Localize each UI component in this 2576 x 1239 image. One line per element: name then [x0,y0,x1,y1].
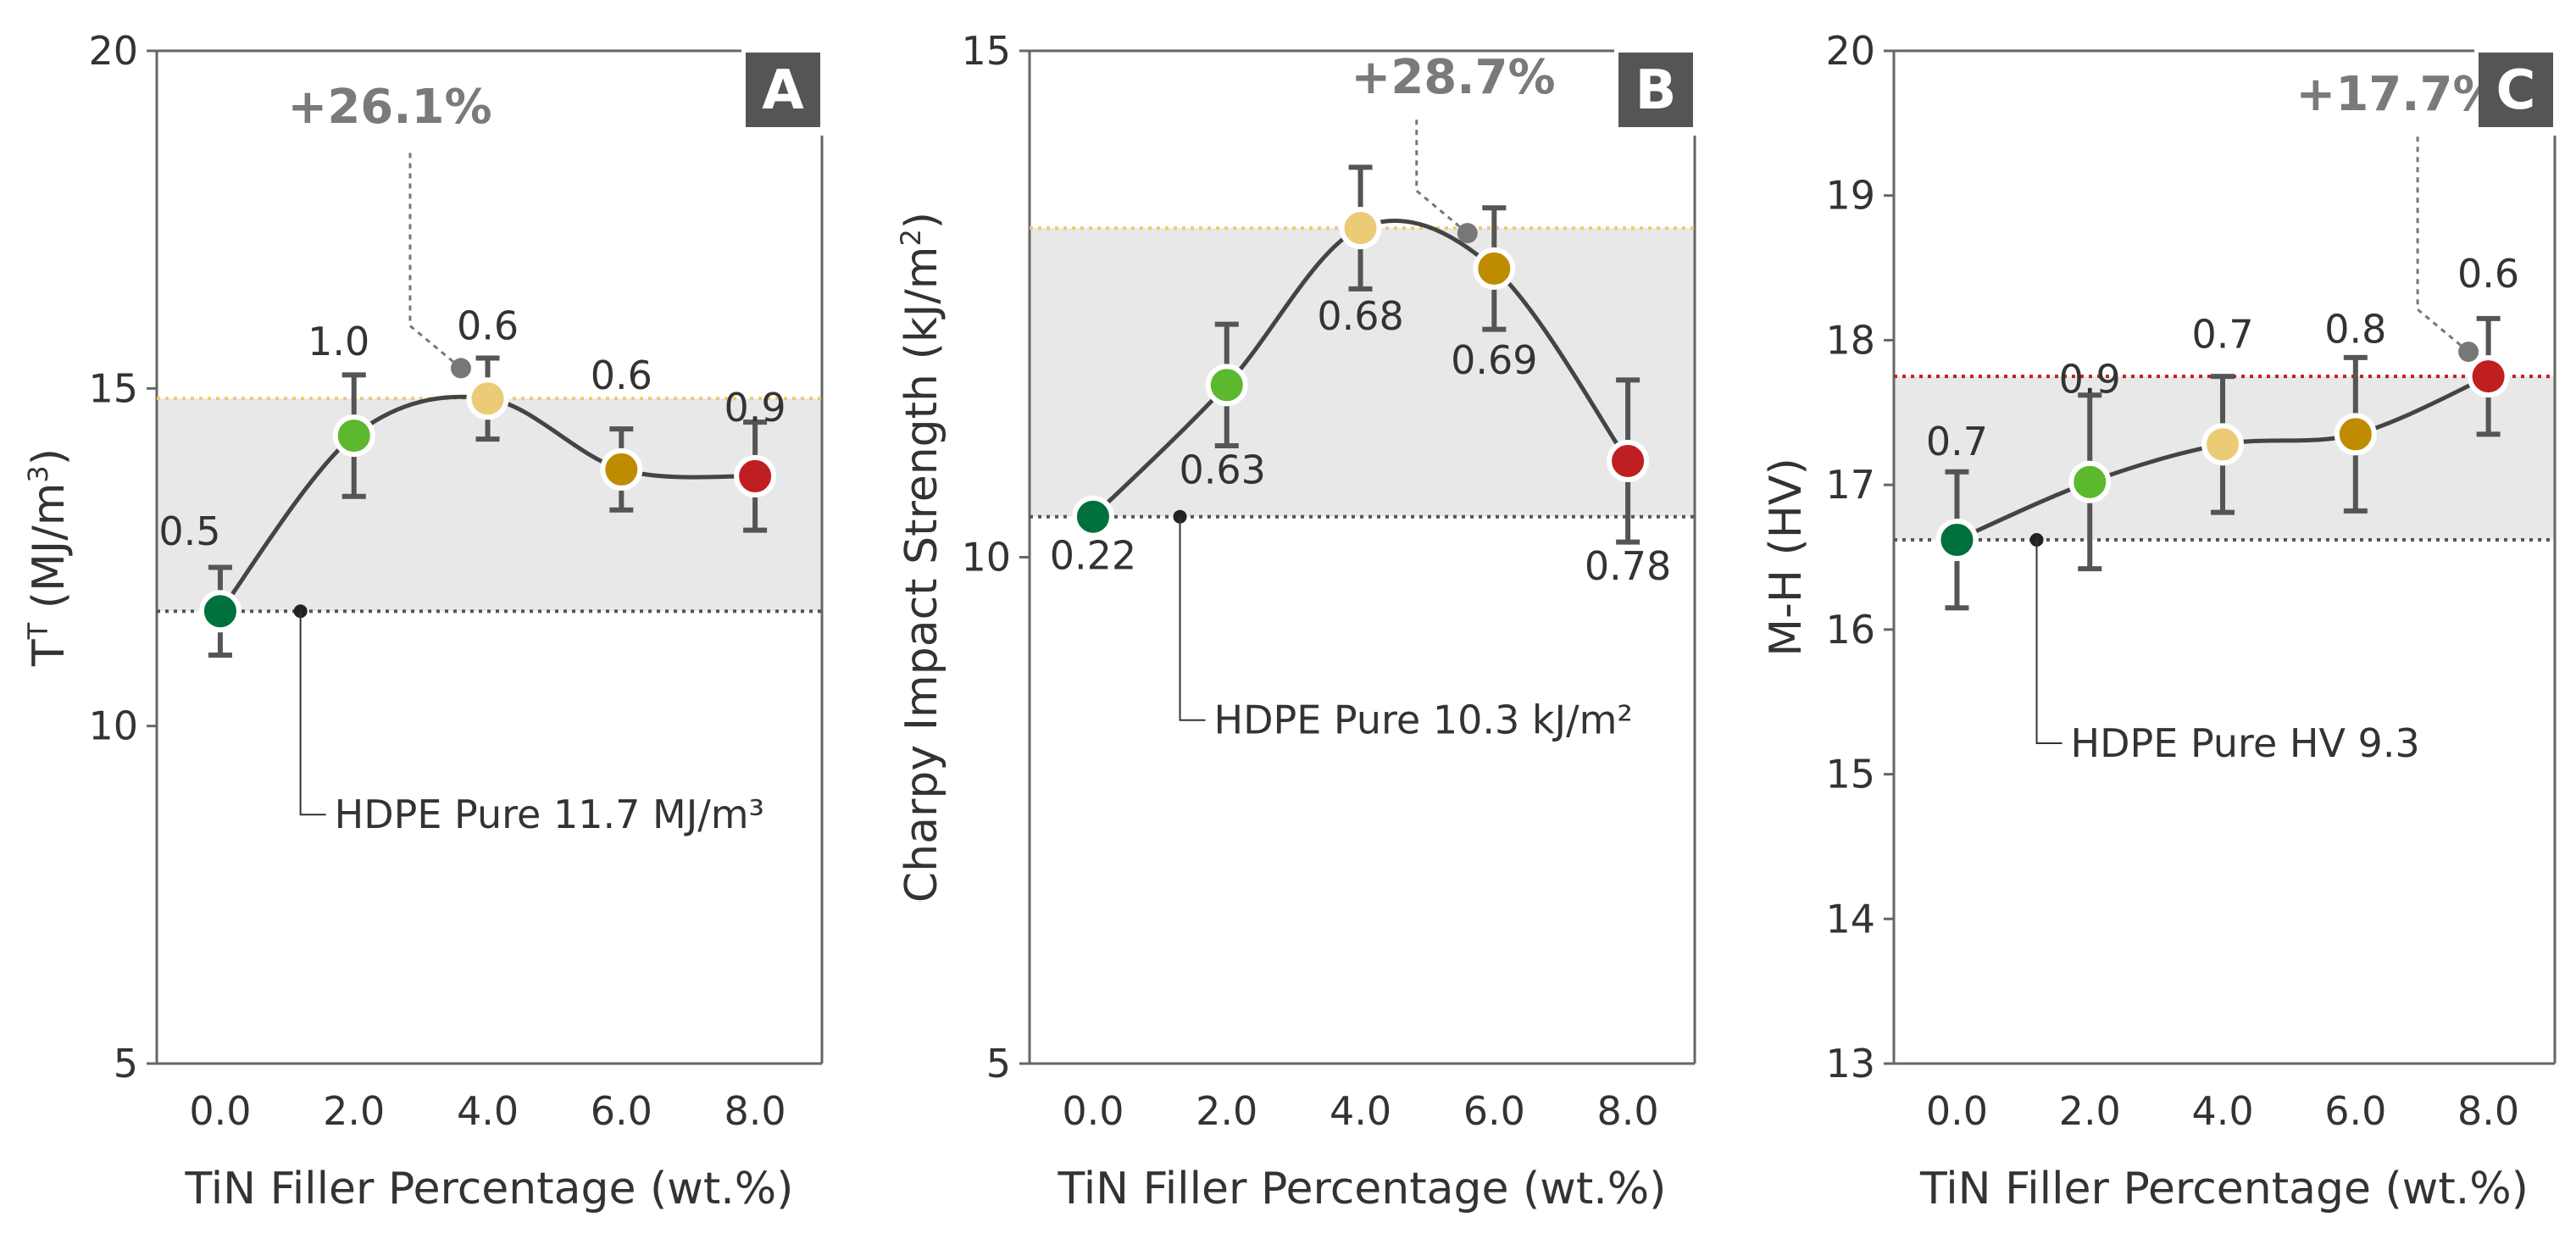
data-point [734,454,777,497]
data-point [1339,207,1382,250]
data-point [1473,247,1516,290]
x-tick-label: 0.0 [189,1088,251,1134]
x-tick-label: 2.0 [1196,1088,1257,1134]
std-dev-label: 0.9 [2059,357,2121,403]
y-tick-label: 5 [986,1041,1011,1086]
y-tick-label: 5 [114,1041,138,1086]
data-point [1607,439,1650,482]
y-tick-label: 20 [1825,28,1875,74]
panel-letter: B [1635,59,1677,122]
panel-letter-box [1618,53,1693,127]
std-dev-label: 0.9 [724,385,786,431]
std-dev-label: 0.78 [1585,543,1671,589]
panel-letter-box [746,53,820,127]
panel-letter: A [762,59,804,122]
std-dev-label: 1.0 [308,319,369,364]
panel-letter-box [2479,53,2553,127]
y-tick-label: 18 [1825,317,1875,363]
y-tick-label: 15 [961,28,1011,74]
percent-leader [1415,119,1468,235]
panel-letter: C [2496,59,2536,122]
y-tick-label: 13 [1825,1041,1875,1086]
percent-leader [2416,136,2470,353]
y-tick-label: 19 [1825,173,1875,219]
std-dev-label: 0.63 [1180,447,1266,492]
data-point [2467,355,2510,398]
x-tick-label: 0.0 [1062,1088,1124,1134]
x-tick-label: 8.0 [1597,1088,1659,1134]
x-tick-label: 0.0 [1926,1088,1988,1134]
x-axis-title: TiN Filler Percentage (wt.%) [1919,1164,2529,1214]
y-tick-label: 15 [1825,752,1875,797]
std-dev-label: 0.7 [2191,311,2253,357]
baseline-note-leader [1179,516,1206,721]
chart-panel-b: 5 10 15 0.0 2.0 4.0 6.0 8.0 TiN Filler Percentag… [895,28,1696,1214]
baseline-note-leader [2035,540,2062,745]
x-tick-label: 4.0 [457,1088,519,1134]
baseline-note: HDPE Pure 10.3 kJ/m² [1214,697,1633,743]
std-dev-label: 0.22 [1050,533,1136,579]
percent-increase-label: +17.7% [2296,67,2500,122]
y-tick-label: 16 [1825,607,1875,653]
x-axis-title: TiN Filler Percentage (wt.%) [1058,1164,1667,1214]
y-tick-label: 20 [88,28,138,74]
data-point [1205,364,1248,407]
data-point [2334,413,2377,456]
std-dev-label: 0.6 [457,303,519,348]
std-dev-label: 0.6 [2457,251,2519,297]
x-tick-label: 6.0 [1463,1088,1525,1134]
baseline-note: HDPE Pure 11.7 MJ/m³ [335,792,764,837]
percent-increase-label: +26.1% [287,80,491,135]
y-axis-title: M-H (HV) [1761,458,1812,657]
percent-leader [408,148,462,369]
std-dev-label: 0.6 [591,353,652,398]
baseline-note-leader [299,611,326,816]
std-dev-label: 0.8 [2324,306,2386,352]
x-tick-label: 4.0 [2191,1088,2253,1134]
x-tick-label: 4.0 [1330,1088,1391,1134]
data-point [2201,423,2245,466]
data-point [2068,460,2112,503]
y-tick-label: 17 [1825,462,1875,508]
x-tick-label: 2.0 [2059,1088,2121,1134]
percent-increase-label: +28.7% [1351,50,1555,105]
y-tick-label: 10 [961,535,1011,581]
std-dev-label: 0.5 [158,508,220,554]
data-point [1071,495,1114,538]
data-point [332,414,375,458]
data-point [198,590,242,633]
x-tick-label: 2.0 [323,1088,385,1134]
std-dev-label: 0.7 [1926,419,1988,464]
x-tick-label: 8.0 [2457,1088,2519,1134]
y-axis-title: TT (MJ/m3) [22,448,75,667]
y-axis-title: Charpy Impact Strength (kJ/m2) [895,212,947,903]
baseline-note: HDPE Pure HV 9.3 [2071,720,2420,766]
data-point [1935,519,1979,562]
std-dev-label: 0.69 [1451,337,1537,383]
x-axis-title: TiN Filler Percentage (wt.%) [185,1164,794,1214]
std-dev-label: 0.68 [1317,293,1403,339]
chart-panel-a: 5 10 15 20 0.0 2.0 4.0 6.0 8.0 TiN Filler Percent… [22,28,824,1214]
y-tick-label: 10 [88,703,138,749]
x-tick-label: 6.0 [2324,1088,2386,1134]
data-point [600,447,643,491]
x-tick-label: 8.0 [724,1088,786,1134]
x-tick-label: 6.0 [591,1088,652,1134]
data-point [466,377,509,420]
y-tick-label: 14 [1825,896,1875,942]
y-tick-label: 15 [88,365,138,411]
chart-panel-c: 13 14 15 16 17 18 19 20 0.0 2.0 4.0 6.0 8.0 TiN Fille… [1761,28,2557,1214]
